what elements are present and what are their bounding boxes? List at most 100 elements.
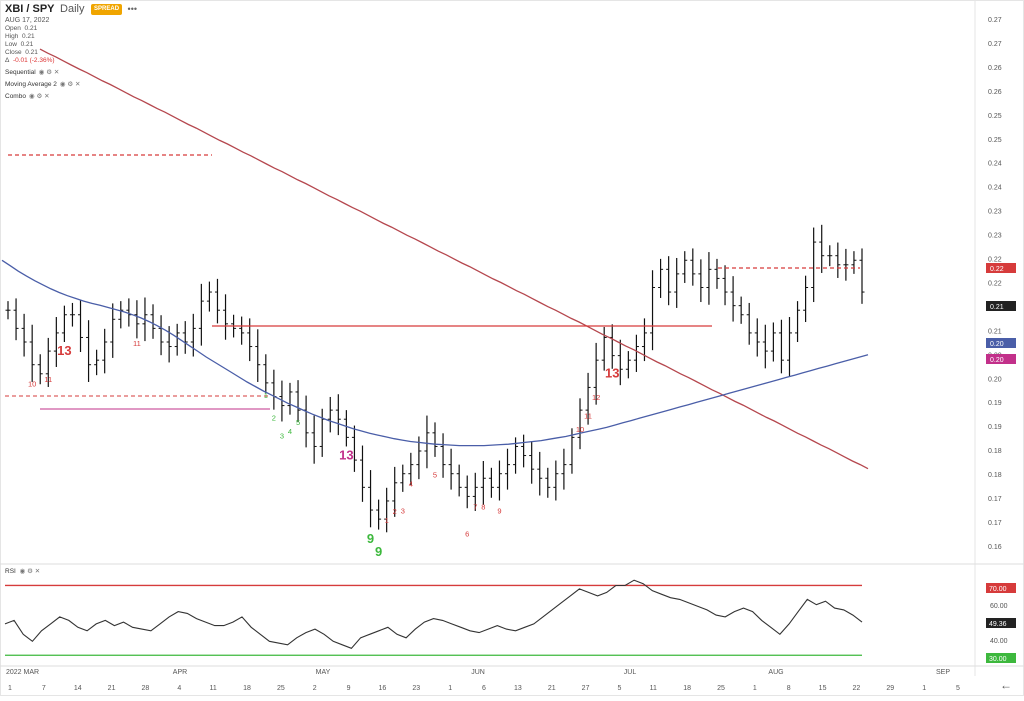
td-count-label: 8 xyxy=(997,0,1001,2)
spread-badge: SPREAD xyxy=(91,4,123,15)
open-value: 0.21 xyxy=(24,25,38,32)
td-count-label: 13 xyxy=(605,366,619,381)
td-count-label: 4 xyxy=(949,0,953,2)
eye-icon[interactable]: ◉ xyxy=(19,568,26,575)
td-count-label: 13 xyxy=(339,447,353,462)
rsi-tag xyxy=(986,618,1016,628)
td-count-label: 11 xyxy=(133,339,141,348)
month-label: JUL xyxy=(624,669,637,676)
price-tick-label: 0.26 xyxy=(988,89,1002,96)
low-label: Low xyxy=(5,41,17,48)
td-count-label: 9 xyxy=(375,544,382,559)
rsi-legend[interactable]: RSI ◉ ⚙ ✕ xyxy=(5,567,40,575)
time-tick-label: 1 xyxy=(448,685,452,692)
td-count-label: 3 xyxy=(940,0,944,2)
time-tick-label: 11 xyxy=(210,685,217,692)
gear-icon[interactable]: ⚙ xyxy=(67,81,74,88)
price-tag-label: 0.21 xyxy=(990,304,1004,311)
td-count-label: 13 xyxy=(57,343,71,358)
eye-icon[interactable]: ◉ xyxy=(28,93,35,100)
td-count-label: 11 xyxy=(584,411,592,420)
gear-icon[interactable]: ⚙ xyxy=(36,93,43,100)
td-count-label: 9 xyxy=(1011,0,1018,3)
time-tick-label: 13 xyxy=(514,685,522,692)
price-tick-label: 0.27 xyxy=(988,17,1002,24)
open-label: Open xyxy=(5,25,21,32)
close-icon[interactable]: ✕ xyxy=(53,69,60,76)
td-count-label: 2 xyxy=(393,507,397,516)
rsi-tag-label: 70.00 xyxy=(989,586,1007,593)
price-tick-label: 0.17 xyxy=(988,496,1002,503)
time-tick-label: 29 xyxy=(886,685,894,692)
more-dots-icon[interactable]: ••• xyxy=(127,4,137,14)
month-label: APR xyxy=(173,669,187,676)
close-value: 0.21 xyxy=(25,49,38,56)
td-count-label: 5 xyxy=(973,0,977,2)
td-count-label: 9 xyxy=(497,507,501,516)
indicator-moving-average[interactable]: Moving Average 2 ◉ ⚙ ✕ xyxy=(5,79,137,91)
td-count-label: 5 xyxy=(433,470,437,479)
gear-icon[interactable]: ⚙ xyxy=(27,568,33,575)
ohlc-high: High 0.21 xyxy=(5,33,137,41)
time-tick-label: 9 xyxy=(347,685,351,692)
time-tick-label: 22 xyxy=(853,685,861,692)
price-tick-label: 0.27 xyxy=(988,41,1002,48)
low-value: 0.21 xyxy=(20,41,34,48)
price-tick-label: 0.24 xyxy=(988,161,1002,168)
close-label: Close xyxy=(5,49,22,56)
rsi-name: RSI xyxy=(5,568,16,575)
indicator-sequential[interactable]: Sequential ◉ ⚙ ✕ xyxy=(5,67,137,79)
td-count-label: 1 xyxy=(924,0,928,2)
back-arrow-icon[interactable]: ← xyxy=(1000,678,1012,692)
time-tick-label: 25 xyxy=(717,685,725,692)
td-count-label: 12 xyxy=(592,393,600,402)
td-count-label: 6 xyxy=(981,0,985,2)
price-tag xyxy=(986,338,1016,348)
td-count-label: 3 xyxy=(401,507,405,516)
time-tick-label: 28 xyxy=(142,685,150,692)
time-tick-label: 4 xyxy=(177,685,181,692)
time-tick-label: 18 xyxy=(683,685,691,692)
td-count-label: 10 xyxy=(576,425,584,434)
price-tag xyxy=(986,354,1016,364)
close-icon[interactable]: ✕ xyxy=(75,81,81,88)
price-tick-label: 0.23 xyxy=(988,233,1002,240)
price-tick-label: 0.24 xyxy=(988,185,1002,192)
time-tick-label: 16 xyxy=(379,685,387,692)
time-tick-label: 6 xyxy=(482,685,486,692)
time-tick-label: 27 xyxy=(582,685,590,692)
change-value: -0.01 (-2.36%) xyxy=(12,57,55,64)
eye-icon[interactable]: ◉ xyxy=(59,81,66,88)
rsi-tag-label: 30.00 xyxy=(989,656,1007,663)
time-tick-label: 2 xyxy=(313,685,317,692)
symbol-label[interactable]: XBI / SPY xyxy=(5,3,55,15)
td-count-label: 11 xyxy=(44,375,52,384)
rsi-tag xyxy=(986,653,1016,663)
time-tick-label: 5 xyxy=(956,685,960,692)
indicator-combo[interactable]: Combo ◉ ⚙ ✕ xyxy=(5,91,137,103)
price-tick-label: 0.25 xyxy=(988,137,1002,144)
month-label: JUN xyxy=(471,669,485,676)
td-count-label: 1 xyxy=(385,516,389,525)
month-label: AUG xyxy=(768,669,783,676)
ma-short-line xyxy=(1,259,869,447)
close-icon[interactable]: ✕ xyxy=(44,93,50,100)
rsi-tick-label: 60.00 xyxy=(990,603,1008,610)
eye-icon[interactable]: ◉ xyxy=(38,69,45,76)
time-tick-label: 23 xyxy=(412,685,420,692)
gear-icon[interactable]: ⚙ xyxy=(46,69,53,76)
chart-legend: XBI / SPY Daily SPREAD ••• AUG 17, 2022 … xyxy=(5,4,137,103)
close-icon[interactable]: ✕ xyxy=(34,568,41,575)
time-tick-label: 7 xyxy=(42,685,46,692)
price-tag xyxy=(986,301,1016,311)
change-label: Δ xyxy=(5,57,10,64)
price-tag-label: 0.20 xyxy=(990,357,1004,364)
price-tick-label: 0.19 xyxy=(988,400,1002,407)
time-tick-label: 5 xyxy=(617,685,621,692)
timeframe-label[interactable]: Daily xyxy=(60,3,85,15)
price-tick-label: 0.16 xyxy=(988,544,1002,551)
rsi-tag xyxy=(986,583,1016,593)
